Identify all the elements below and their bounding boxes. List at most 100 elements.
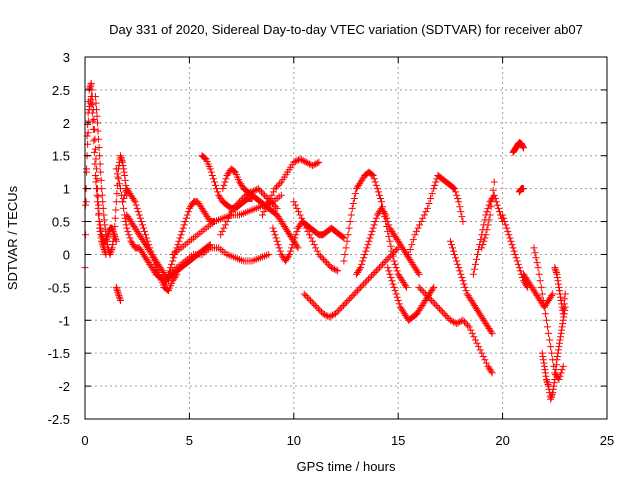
- data-point: [390, 257, 398, 265]
- data-point-interp: [540, 359, 548, 367]
- data-point-interp: [553, 273, 561, 281]
- data-point-interp: [493, 201, 501, 209]
- data-point-interp: [448, 317, 456, 325]
- data-point-interp: [453, 257, 461, 265]
- data-point-interp: [519, 143, 527, 151]
- data-point: [340, 257, 348, 265]
- y-tick-label: 2: [63, 116, 70, 131]
- data-point: [375, 264, 383, 272]
- data-point: [451, 250, 459, 258]
- data-point-interp: [301, 221, 309, 229]
- data-point: [507, 237, 515, 245]
- data-point-interp: [293, 242, 301, 250]
- data-point: [271, 185, 279, 193]
- data-point: [465, 323, 473, 331]
- x-axis-label: GPS time / hours: [297, 459, 396, 474]
- data-point-interp: [353, 287, 361, 295]
- data-point: [273, 237, 281, 245]
- data-point-interp: [112, 206, 120, 214]
- data-point-interp: [228, 208, 236, 216]
- data-point-interp: [393, 267, 401, 275]
- data-point-interp: [484, 221, 492, 229]
- data-point-interp: [383, 214, 391, 222]
- data-point-interp: [90, 137, 98, 145]
- data-point: [334, 267, 342, 275]
- data-point-interp: [554, 280, 562, 288]
- data-point-interp: [412, 227, 420, 235]
- series-arc-10.5-13-low: [300, 244, 402, 321]
- data-point-interp: [113, 190, 121, 198]
- data-point-interp: [109, 227, 117, 235]
- data-point: [478, 244, 486, 252]
- data-point-interp: [174, 241, 182, 249]
- data-point-interp: [473, 339, 481, 347]
- data-point-interp: [245, 190, 253, 198]
- data-point: [315, 158, 323, 166]
- series-arc-6-9-b: [217, 185, 281, 239]
- data-point-interp: [95, 218, 103, 226]
- data-point-interp: [447, 241, 455, 249]
- data-point-interp: [555, 287, 563, 295]
- data-point: [384, 264, 392, 272]
- series-arc-early-short: [112, 283, 124, 305]
- data-point: [173, 270, 181, 278]
- data-point: [296, 155, 304, 163]
- data-point-interp: [432, 178, 440, 186]
- data-point-interp: [346, 295, 354, 303]
- data-point-interp: [358, 260, 366, 268]
- data-point: [478, 349, 486, 357]
- data-point-interp: [298, 156, 306, 164]
- data-point-interp: [231, 203, 239, 211]
- data-point-interp: [454, 195, 462, 203]
- data-point-interp: [487, 203, 495, 211]
- data-point-interp: [257, 188, 265, 196]
- data-point-interp: [182, 214, 190, 222]
- y-axis: -2.5 -2 -1.5 -1 -0.5 0 0.5 1 1.5 2 2.5 3: [48, 50, 607, 427]
- data-point-interp: [453, 191, 461, 199]
- data-point: [229, 204, 237, 212]
- data-point-interp: [95, 135, 103, 143]
- data-point-interp: [372, 214, 380, 222]
- data-point-interp: [179, 224, 187, 232]
- data-point-interp: [439, 308, 447, 316]
- data-point-interp: [457, 270, 465, 278]
- data-point: [300, 290, 308, 298]
- data-point: [549, 290, 557, 298]
- data-point: [110, 231, 118, 239]
- data-point-interp: [96, 160, 104, 168]
- data-point-interp: [394, 297, 402, 305]
- data-point-interp: [287, 247, 295, 255]
- data-point-interp: [134, 208, 142, 216]
- data-point-interp: [335, 306, 343, 314]
- data-point-interp: [99, 242, 107, 250]
- data-point-interp: [516, 267, 524, 275]
- data-point-interp: [96, 227, 104, 235]
- data-point: [319, 310, 327, 318]
- data-point-interp: [118, 157, 126, 165]
- data-point-interp: [536, 277, 544, 285]
- data-point-interp: [559, 320, 567, 328]
- data-point-interp: [113, 285, 121, 293]
- data-point-interp: [172, 272, 180, 280]
- data-point-interp: [504, 227, 512, 235]
- data-point-interp: [113, 170, 121, 178]
- data-point-interp: [454, 319, 462, 327]
- data-point-interp: [221, 221, 229, 229]
- data-point-interp: [539, 352, 547, 360]
- data-point-interp: [470, 333, 478, 341]
- data-point-interp: [420, 288, 428, 296]
- data-point: [119, 198, 127, 206]
- data-point-interp: [239, 195, 247, 203]
- data-point-interp: [320, 255, 328, 263]
- data-point-interp: [363, 244, 371, 252]
- data-point: [112, 165, 120, 173]
- data-point-interp: [345, 224, 353, 232]
- data-point-interp: [457, 317, 465, 325]
- data-point: [382, 211, 390, 219]
- data-point-interp: [556, 336, 564, 344]
- data-point-interp: [475, 343, 483, 351]
- data-point-interp: [557, 369, 565, 377]
- data-point-interp: [100, 216, 108, 224]
- data-point: [423, 204, 431, 212]
- data-point-interp: [136, 214, 144, 222]
